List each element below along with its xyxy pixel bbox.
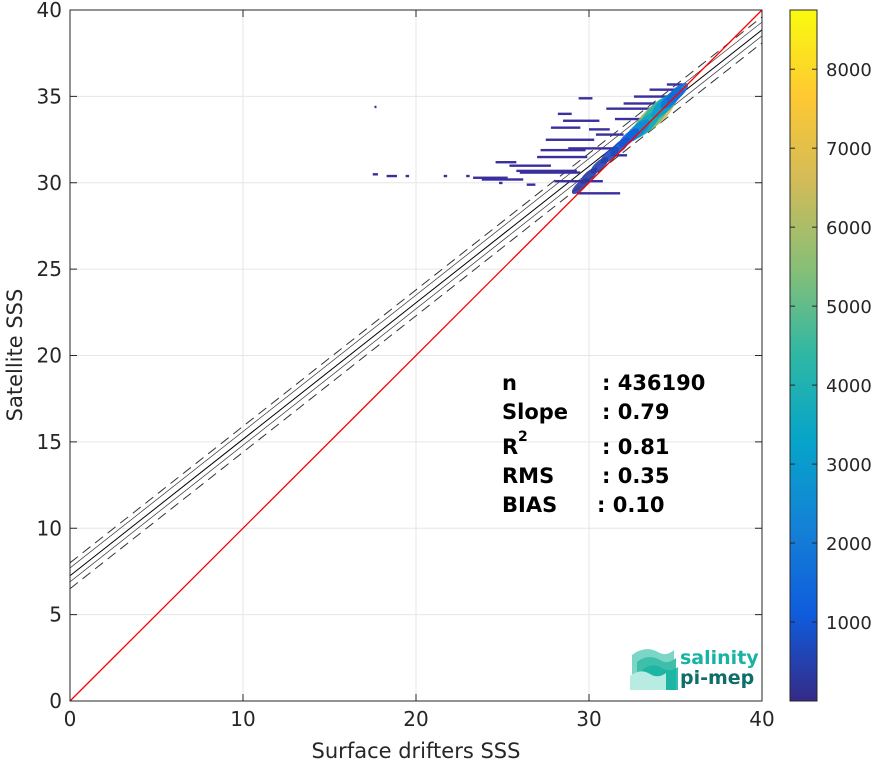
stat-r2-value: : 0.81	[602, 435, 670, 459]
colorbar-ticks: 1000 2000 3000 4000 5000 6000 7000 8000	[790, 60, 872, 634]
heatmap-segment	[526, 183, 536, 186]
heatmap-segment	[537, 155, 588, 159]
heatmap-segment	[589, 128, 610, 131]
identity-line	[69, 9, 763, 702]
y-tick-label: 25	[37, 257, 62, 281]
heatmap-cluster	[666, 82, 689, 103]
heatmap-segment	[386, 174, 397, 178]
heatmap-segment	[557, 112, 572, 116]
heatmap-segment	[473, 176, 508, 179]
x-tick-label: 20	[403, 707, 428, 731]
colorbar-tick-label: 7000	[826, 139, 872, 160]
stat-slope-label: Slope	[502, 400, 568, 424]
stat-rms-value: : 0.35	[602, 464, 670, 488]
heatmap-segment	[405, 174, 410, 178]
heatmap-segment	[499, 181, 503, 185]
heatmap-segment	[374, 105, 377, 109]
heatmap-segment	[563, 119, 600, 122]
y-tick-label: 30	[37, 171, 62, 195]
colorbar-tick-label: 2000	[826, 534, 872, 555]
x-tick-label: 30	[576, 707, 601, 731]
heatmap-segment	[495, 161, 517, 164]
statistics-box: n : 436190 Slope : 0.79 R 2 : 0.81 RMS :…	[502, 371, 705, 517]
heatmap-segment	[623, 102, 669, 105]
stat-n-value: : 436190	[602, 371, 705, 395]
y-tick-label: 20	[37, 344, 62, 368]
density-heatmap	[372, 82, 689, 195]
heatmap-segment	[443, 174, 448, 178]
colorbar-tick-label: 6000	[826, 218, 872, 239]
heatmap-segment	[578, 97, 593, 100]
heatmap-segment	[509, 164, 551, 167]
x-tick-label: 10	[230, 707, 255, 731]
logo-line2: pi-mep	[680, 667, 754, 689]
y-tick-label: 40	[37, 0, 62, 22]
fit-bound-dashed-line	[70, 16, 762, 564]
y-tick-label: 10	[37, 516, 62, 540]
colorbar-tick-label: 8000	[826, 60, 872, 81]
heatmap-segment	[481, 178, 524, 181]
x-axis: 0 10 20 30 40	[64, 10, 775, 731]
colorbar-tick-label: 4000	[826, 376, 872, 397]
x-tick-label: 0	[64, 707, 77, 731]
stat-r2-superscript: 2	[518, 429, 528, 445]
stat-bias-label: BIAS	[502, 493, 557, 517]
heatmap-segment	[516, 169, 577, 173]
heatmap-segment	[550, 126, 581, 129]
y-axis-label: Satellite SSS	[3, 289, 27, 422]
colorbar	[789, 9, 818, 702]
heatmap-segment	[519, 171, 581, 174]
heatmap-segment	[666, 83, 683, 86]
y-tick-label: 35	[37, 84, 62, 108]
heatmap-segment	[554, 180, 603, 183]
y-tick-label: 0	[49, 689, 62, 713]
heatmap-segment	[545, 138, 595, 141]
heatmap-segment	[649, 88, 679, 91]
y-axis: 0 5 10 15 20 25 30 35 40	[37, 0, 762, 713]
colorbar-tick-label: 5000	[826, 297, 872, 318]
x-axis-label: Surface drifters SSS	[312, 739, 521, 763]
heatmap-segment	[595, 133, 624, 136]
stat-rms-label: RMS	[502, 464, 554, 488]
y-tick-label: 5	[49, 603, 62, 627]
heatmap-segment	[606, 107, 650, 110]
x-tick-label: 40	[749, 707, 774, 731]
stat-r2-label: R	[502, 435, 518, 459]
heatmap-cluster	[571, 178, 589, 195]
stat-n-label: n	[502, 371, 517, 395]
heatmap-segment	[372, 173, 378, 176]
heatmap-segment	[568, 147, 615, 150]
fit-bound-dashed-line	[70, 42, 762, 590]
logo-waves-icon	[630, 649, 678, 690]
heatmap-segment	[611, 154, 628, 157]
heatmap-segment	[540, 148, 586, 152]
heatmap-segment	[576, 192, 621, 195]
heatmap-segment	[614, 117, 641, 121]
colorbar-tick-label: 3000	[826, 455, 872, 476]
salinity-pi-mep-logo: salinity pi-mep	[630, 647, 759, 690]
heatmap-segment	[466, 174, 470, 178]
heatmap-segment	[633, 95, 673, 98]
logo-line1: salinity	[680, 647, 759, 669]
colorbar-tick-label: 1000	[826, 613, 872, 634]
stat-bias-value: : 0.10	[597, 493, 665, 517]
stat-slope-value: : 0.79	[602, 400, 670, 424]
y-tick-label: 15	[37, 430, 62, 454]
